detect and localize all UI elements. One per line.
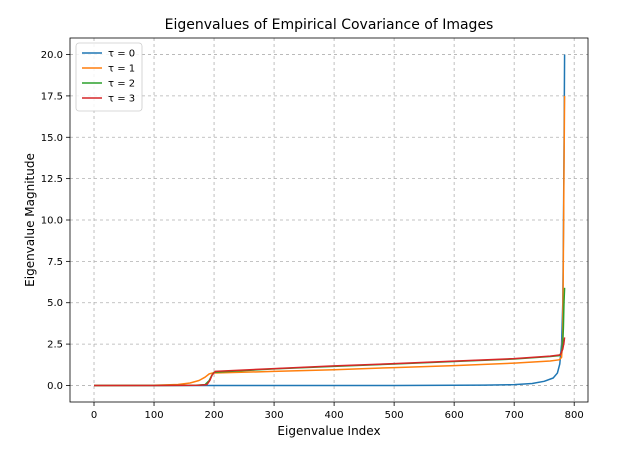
axes: 0 100 200 300 400 500 600 700 800 0.0 2.5 5.0 7.5 10.…	[41, 50, 584, 421]
x-tick-label: 300	[265, 410, 284, 421]
legend-label: τ = 1	[108, 64, 135, 75]
x-tick-label: 400	[325, 410, 344, 421]
x-tick-label: 700	[505, 410, 524, 421]
legend: τ = 0 τ = 1 τ = 2 τ = 3	[75, 42, 143, 112]
y-tick-label: 7.5	[47, 257, 63, 268]
grid	[70, 38, 588, 402]
y-tick-label: 10.0	[41, 216, 63, 227]
legend-label: τ = 2	[108, 79, 135, 90]
legend-label: τ = 3	[108, 94, 135, 105]
y-tick-label: 17.5	[41, 91, 63, 102]
x-tick-label: 0	[91, 410, 97, 421]
x-tick-label: 200	[205, 410, 224, 421]
chart-title: Eigenvalues of Empirical Covariance of I…	[165, 17, 494, 33]
x-tick-label: 100	[144, 410, 163, 421]
y-tick-label: 2.5	[47, 340, 63, 351]
x-tick-label: 800	[565, 410, 584, 421]
y-tick-label: 0.0	[47, 381, 63, 392]
y-tick-label: 12.5	[41, 174, 63, 185]
x-tick-label: 500	[385, 410, 404, 421]
y-tick-label: 20.0	[41, 50, 63, 61]
x-tick-label: 600	[445, 410, 464, 421]
y-axis-label: Eigenvalue Magnitude	[23, 153, 37, 287]
series-line-tau-3	[94, 337, 566, 387]
legend-label: τ = 0	[108, 49, 135, 60]
y-tick-label: 5.0	[47, 298, 63, 309]
y-tick-label: 15.0	[41, 133, 63, 144]
legend-box	[75, 42, 143, 112]
series-lines	[94, 54, 566, 387]
x-axis-label: Eigenvalue Index	[277, 424, 380, 438]
